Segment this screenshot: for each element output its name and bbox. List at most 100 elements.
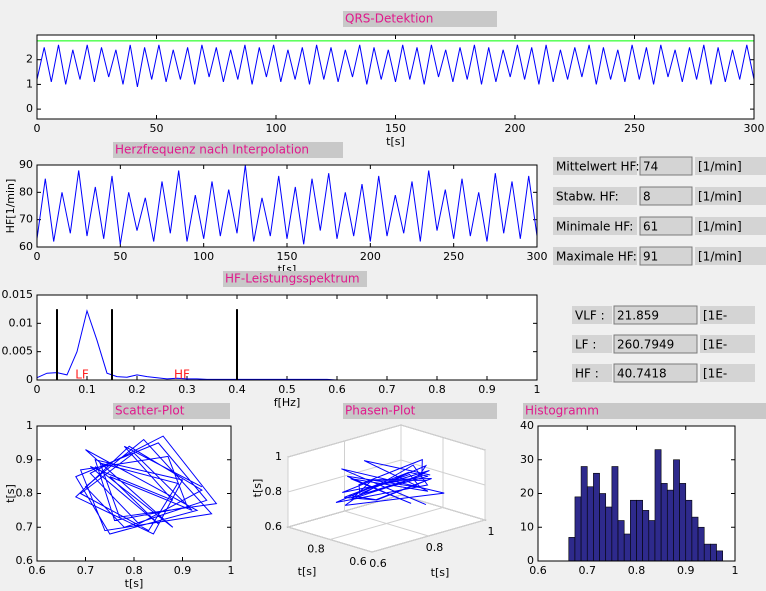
annotation: LF: [75, 368, 89, 382]
data-line: [335, 458, 445, 506]
stat-unit: [1E-: [703, 338, 727, 352]
x-tick-label: 200: [360, 250, 381, 263]
x-tick-label: 0.6: [28, 564, 46, 577]
y-axis-label: HF[1/min]: [4, 179, 17, 234]
stat-value: 8: [643, 190, 651, 204]
x-tick-label: 200: [505, 122, 526, 135]
stat-value-box: [639, 216, 693, 236]
stat-unit: [1/min]: [698, 190, 742, 204]
stat-label: Maximale HF:: [556, 250, 637, 264]
z-tick-label: 1: [275, 450, 282, 463]
y-tick-label: 20: [520, 487, 534, 500]
x-axis-label: t[s]: [298, 565, 317, 578]
y-tick-label: 0.6: [369, 557, 387, 570]
y-tick-label: 0.8: [426, 541, 444, 554]
stat-value: 260.7949: [617, 338, 674, 352]
x-tick-label: 150: [385, 122, 406, 135]
stat-label-box: [553, 187, 637, 205]
stat-unit-box: [695, 187, 766, 205]
histogram-bar: [691, 516, 699, 562]
histogram-bar: [703, 543, 711, 562]
plot-frame: [36, 34, 755, 120]
x-tick-label: 0.8: [628, 564, 646, 577]
histogram-bar: [568, 537, 576, 562]
stat-label-box: [553, 157, 637, 175]
grid-line: [344, 510, 429, 537]
title-box: [113, 403, 230, 419]
y-tick-label: 0.005: [2, 345, 34, 358]
stat-label: Mittelwert HF:: [556, 160, 640, 174]
x-tick-label: 0: [34, 383, 41, 396]
x-tick-label: 0.8: [307, 543, 325, 556]
stat-value-box: [613, 334, 698, 354]
data-line: [74, 435, 218, 535]
plot-area: [37, 35, 754, 119]
histogram-bar: [580, 466, 588, 562]
stat-unit: [1E-: [703, 309, 727, 323]
stat-value: 40.7418: [617, 367, 667, 381]
histogram-bar: [636, 499, 643, 562]
x-tick-label: 100: [193, 250, 214, 263]
plot-area: [37, 295, 537, 380]
histogram-bar: [642, 510, 650, 562]
x-tick-label: 1: [228, 564, 235, 577]
plot-frame: [36, 294, 538, 381]
stat-value-box: [639, 246, 693, 266]
stat-unit-box: [700, 306, 755, 324]
x-tick-label: 0.9: [677, 564, 695, 577]
z-axis-label: t[s]: [251, 479, 264, 498]
x-tick-label: 1: [732, 564, 739, 577]
y-tick-label: 10: [520, 520, 534, 533]
stat-label: VLF :: [575, 309, 605, 323]
histogram-bar: [593, 472, 600, 562]
chart-title: HF-Leistungsspektrum: [225, 272, 360, 286]
x-tick-label: 0: [34, 250, 41, 263]
x-tick-label: 0: [34, 122, 41, 135]
title-box: [113, 142, 343, 158]
histogram-bar: [605, 506, 613, 562]
y-axis-label: t[s]: [4, 484, 17, 503]
x-tick-label: 50: [113, 250, 127, 263]
histogram-bar: [697, 526, 705, 562]
y-tick-label: 0: [527, 554, 534, 567]
y-tick-label: 70: [19, 213, 33, 226]
stat-value-box: [639, 156, 693, 176]
chart-title: Herzfrequenz nach Interpolation: [115, 143, 309, 157]
histogram-bar: [611, 466, 619, 562]
title-box: [343, 11, 497, 27]
chart-title: QRS-Detektion: [345, 12, 433, 26]
x-tick-label: 150: [277, 250, 298, 263]
histogram-bar: [586, 486, 594, 562]
y-tick-label: 90: [19, 158, 33, 171]
x-tick-label: 300: [527, 250, 548, 263]
chart-title: Scatter-Plot: [115, 404, 185, 418]
z-tick-label: 0.6: [265, 520, 283, 533]
x-tick-label: 0.7: [77, 564, 95, 577]
histogram-bar: [673, 459, 680, 562]
x-tick-label: 1: [534, 383, 541, 396]
y-tick-label: 2: [26, 53, 33, 66]
stat-label: Minimale HF:: [556, 220, 633, 234]
stat-value: 61: [643, 220, 658, 234]
y-tick-label: 0: [26, 102, 33, 115]
stat-value: 91: [643, 250, 658, 264]
stat-unit-box: [695, 217, 766, 235]
histogram-bar: [623, 533, 631, 562]
x-tick-label: 50: [150, 122, 164, 135]
y-tick-label: 80: [19, 185, 33, 198]
plot-frame: [537, 425, 736, 562]
title-box: [523, 403, 766, 419]
title-box: [223, 271, 367, 287]
histogram-bar: [679, 483, 687, 562]
y-tick-label: 60: [19, 240, 33, 253]
grid-line: [400, 494, 486, 521]
y-tick-label: 1: [26, 419, 33, 432]
histogram-bar: [660, 483, 668, 562]
x-tick-label: 0.8: [125, 564, 143, 577]
y-tick-label: 0.01: [9, 316, 34, 329]
histogram-bar: [648, 520, 656, 562]
stat-unit: [1/min]: [698, 250, 742, 264]
histogram-bar: [685, 499, 693, 562]
histogram-bar: [710, 543, 717, 562]
